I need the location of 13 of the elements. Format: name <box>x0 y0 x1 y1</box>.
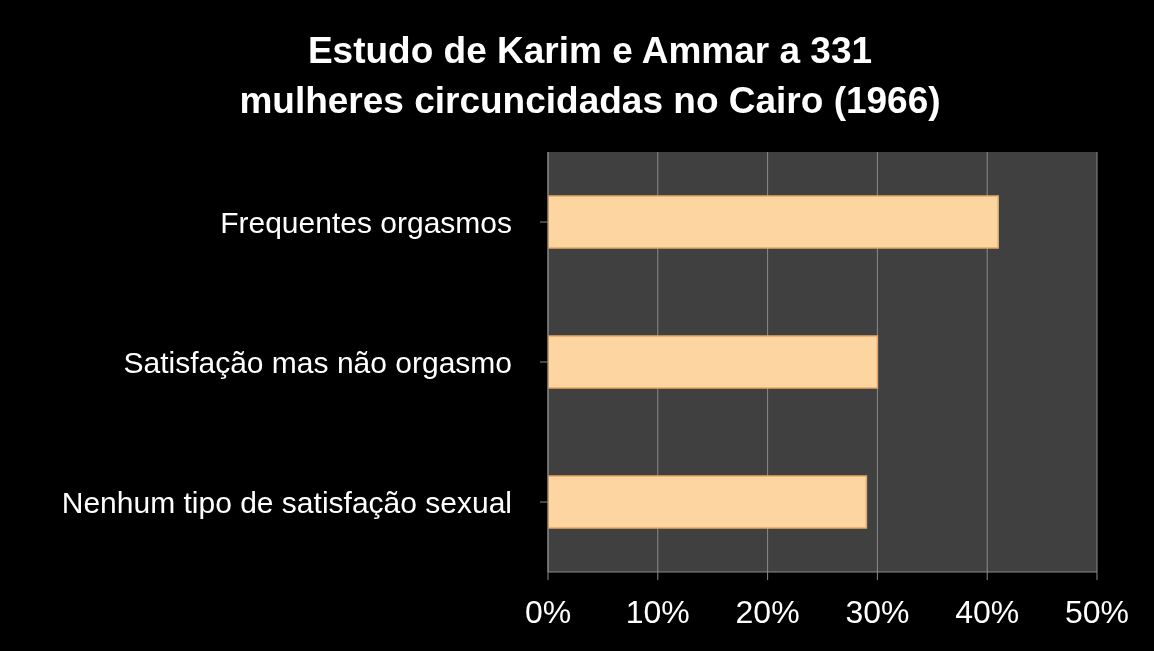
x-tick-label: 20% <box>735 593 800 630</box>
x-tick-label: 10% <box>625 593 690 630</box>
chart-title: Estudo de Karim e Ammar a 331 mulheres circuncidadas no Cairo (1966) <box>238 29 942 123</box>
x-tick-label: 0% <box>524 593 572 630</box>
bar <box>548 195 999 249</box>
x-tick-label: 50% <box>1064 593 1130 630</box>
x-tick-label: 40% <box>955 593 1020 630</box>
bar <box>548 335 879 389</box>
y-tick-label: Nenhum tipo de satisfação sexual <box>61 485 512 519</box>
bar <box>548 475 868 529</box>
y-tick-label: Satisfação mas não orgasmo <box>123 345 512 379</box>
x-tick-label: 30% <box>845 593 910 630</box>
y-tick-label: Frequentes orgasmos <box>220 205 512 239</box>
